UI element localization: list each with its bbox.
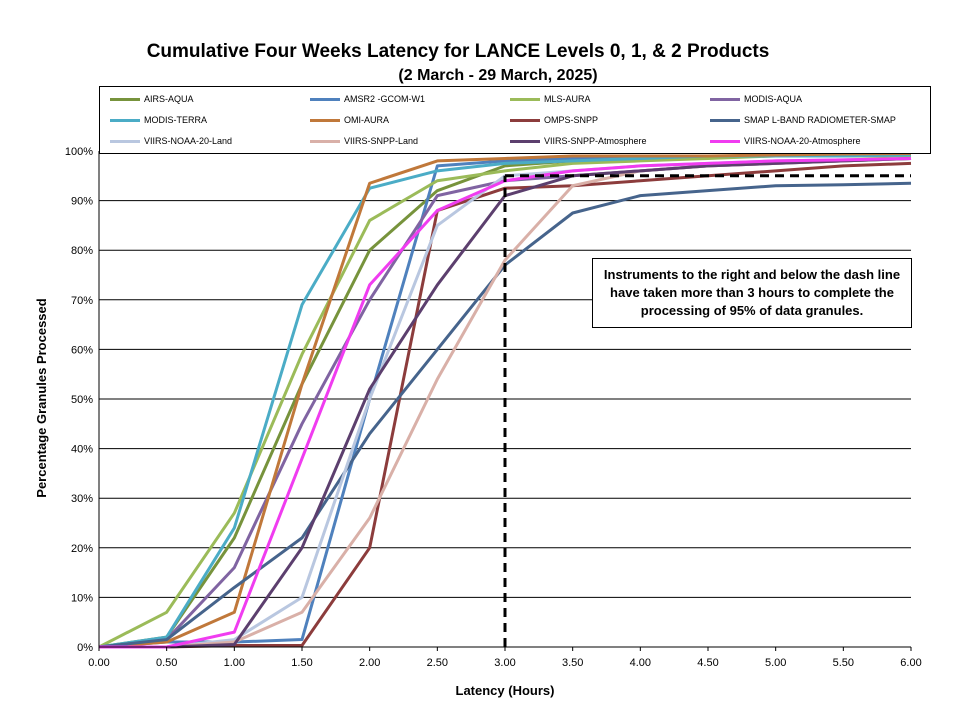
y-tick-label: 40% [71,444,93,456]
legend-swatch [710,97,740,101]
x-tick-label: 0.50 [156,657,177,669]
y-tick-label: 0% [77,642,93,654]
legend-label: MODIS-TERRA [144,115,207,125]
legend-swatch [310,118,340,122]
legend-label: VIIRS-NOAA-20-Atmosphere [744,136,861,146]
legend-item: MODIS-TERRA [110,113,207,127]
x-tick-label: 3.00 [494,657,515,669]
annotation-text: Instruments to the right and below the d… [603,267,901,318]
legend-item: VIIRS-NOAA-20-Land [110,134,232,148]
legend-swatch [310,97,340,101]
legend-item: VIIRS-NOAA-20-Atmosphere [710,134,861,148]
legend-swatch [510,97,540,101]
axes: 0% 10% 20% 30% 40% 50% 60% 70% 80% 90% 100% 0.00 0.5… [65,146,922,669]
y-tick-label: 80% [71,245,93,257]
legend-label: VIIRS-NOAA-20-Land [144,136,233,146]
y-tick-label: 30% [71,493,93,505]
legend-label: SMAP L-BAND RADIOMETER-SMAP [744,115,896,125]
y-tick-label: 50% [71,394,93,406]
legend-label: OMI-AURA [344,115,389,125]
legend-label: MLS-AURA [544,94,591,104]
legend-swatch [110,139,140,143]
legend-item: VIIRS-SNPP-Atmosphere [510,134,647,148]
x-tick-label: 1.00 [224,657,245,669]
legend-swatch [110,97,140,101]
chart-legend: AIRS-AQUA AMSR2 -GCOM-W1 MLS-AURA MODIS-AQU… [99,86,931,154]
x-axis-label: Latency (Hours) [456,683,555,698]
x-tick-label: 2.00 [359,657,380,669]
legend-item: OMPS-SNPP [510,113,598,127]
series-line-omi-aura [98,151,912,649]
chart-title: Cumulative Four Weeks Latency for LANCE … [146,41,770,62]
legend-item: OMI-AURA [310,113,389,127]
legend-label: VIIRS-SNPP-Land [344,136,419,146]
legend-item: AMSR2 -GCOM-W1 [310,92,425,106]
y-tick-label: 90% [71,196,93,208]
x-tick-label: 0.00 [88,657,109,669]
x-tick-label: 5.00 [765,657,786,669]
legend-swatch [310,139,340,143]
y-tick-label: 20% [71,543,93,555]
x-tick-label: 3.50 [562,657,583,669]
legend-item: MODIS-AQUA [710,92,802,106]
x-tick-label: 4.50 [697,657,718,669]
legend-label: OMPS-SNPP [544,115,599,125]
legend-item: AIRS-AQUA [110,92,194,106]
chart-subtitle: (2 March - 29 March, 2025) [398,67,598,84]
legend-swatch [710,118,740,122]
annotation-box: Instruments to the right and below the d… [592,258,912,328]
legend-swatch [510,139,540,143]
threshold-dash-line [503,174,911,647]
legend-label: VIIRS-SNPP-Atmosphere [544,136,647,146]
legend-label: MODIS-AQUA [744,94,803,104]
x-tick-label: 2.50 [427,657,448,669]
y-tick-label: 60% [71,344,93,356]
y-tick-label: 100% [65,146,93,158]
legend-swatch [710,139,740,143]
legend-label: AIRS-AQUA [144,94,194,104]
x-tick-label: 4.00 [630,657,651,669]
legend-item: VIIRS-SNPP-Land [310,134,418,148]
legend-swatch [510,118,540,122]
y-tick-label: 70% [71,295,93,307]
x-tick-label: 5.50 [833,657,854,669]
legend-item: SMAP L-BAND RADIOMETER-SMAP [710,113,896,127]
y-tick-label: 10% [71,592,93,604]
legend-swatch [110,118,140,122]
x-tick-label: 1.50 [291,657,312,669]
legend-label: AMSR2 -GCOM-W1 [344,94,425,104]
y-axis-label: Percentage Granules Processed [34,298,49,497]
legend-item: MLS-AURA [510,92,591,106]
x-tick-label: 6.00 [900,657,921,669]
